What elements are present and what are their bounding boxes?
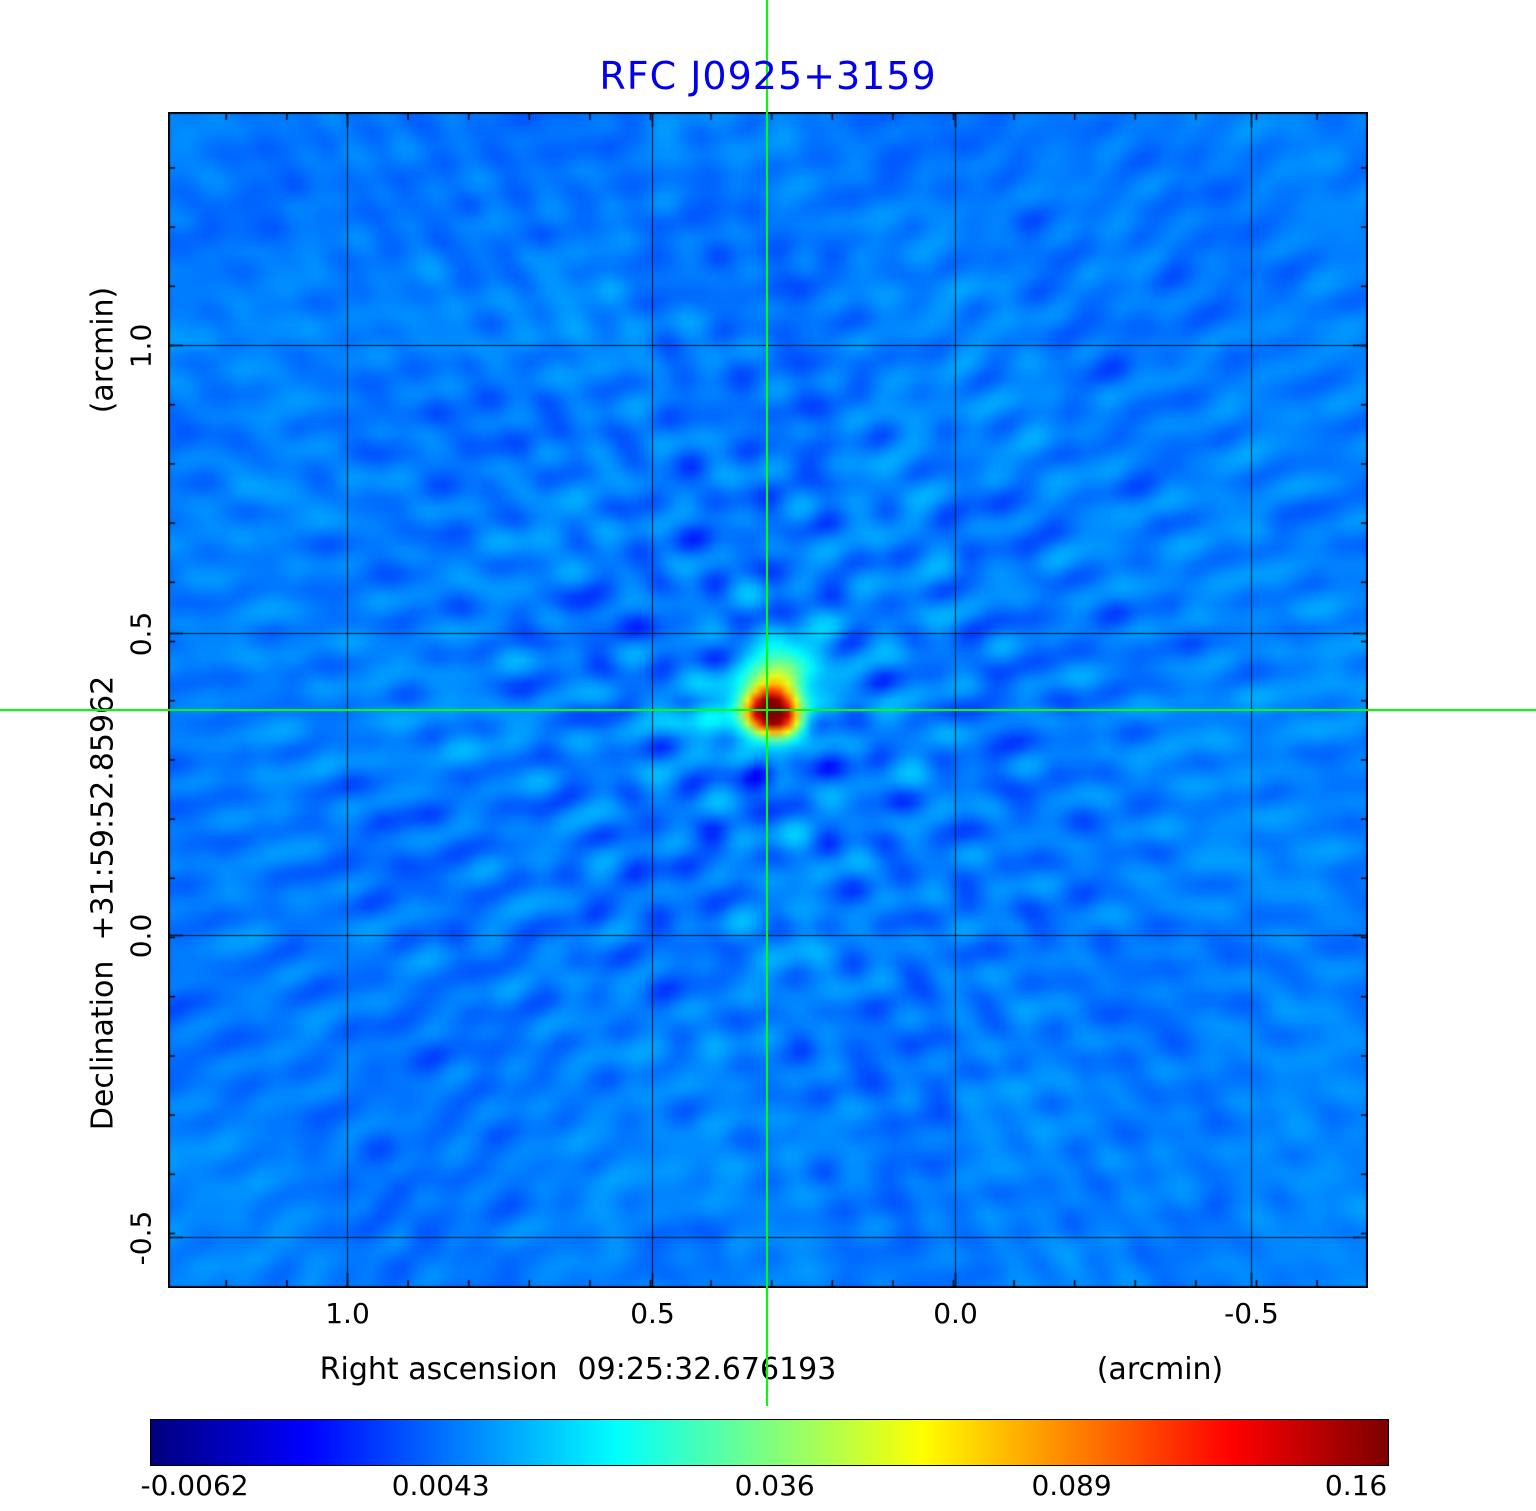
x-tick-label: -0.5 xyxy=(1224,1297,1279,1330)
colorbar-tick-label: 0.089 xyxy=(1031,1469,1112,1502)
colorbar-tick-label: 0.036 xyxy=(734,1469,815,1502)
y-tick-label: 0.0 xyxy=(124,913,158,958)
colorbar-tick-label: -0.0062 xyxy=(140,1469,249,1502)
x-axis-unit: (arcmin) xyxy=(1096,1352,1224,1387)
y-axis-label: Declination +31:59:52.85962 xyxy=(86,676,121,1130)
colorbar xyxy=(150,1419,1389,1466)
crosshair-horizontal-line xyxy=(0,709,1536,711)
y-axis-value: +31:59:52.85962 xyxy=(85,675,121,941)
x-axis-name: Right ascension xyxy=(319,1352,558,1387)
x-tick-label: 0.5 xyxy=(630,1297,675,1330)
colorbar-gradient-canvas xyxy=(151,1420,1388,1465)
y-axis-name: Declination xyxy=(85,960,121,1131)
y-tick-label: 1.0 xyxy=(124,323,158,368)
x-tick-label: 0.0 xyxy=(933,1297,978,1330)
x-axis-label: Right ascension 09:25:32.676193 xyxy=(320,1352,837,1387)
x-tick-label: 1.0 xyxy=(325,1297,370,1330)
plot-title: RFC J0925+3159 xyxy=(599,54,937,98)
y-axis-unit: (arcmin) xyxy=(85,286,121,414)
y-tick-label: -0.5 xyxy=(124,1210,158,1265)
x-axis-value: 09:25:32.676193 xyxy=(577,1352,837,1387)
colorbar-tick-label: 0.16 xyxy=(1324,1469,1388,1502)
sky-map-canvas xyxy=(168,112,1368,1288)
y-tick-label: 0.5 xyxy=(124,611,158,656)
plot-area xyxy=(168,112,1368,1288)
crosshair-vertical-line xyxy=(766,0,768,1406)
colorbar-tick-label: 0.0043 xyxy=(391,1469,490,1502)
